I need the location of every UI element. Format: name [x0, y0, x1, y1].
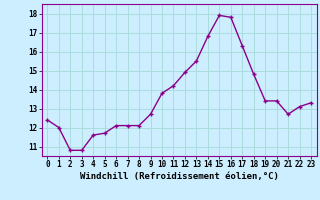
- X-axis label: Windchill (Refroidissement éolien,°C): Windchill (Refroidissement éolien,°C): [80, 172, 279, 181]
